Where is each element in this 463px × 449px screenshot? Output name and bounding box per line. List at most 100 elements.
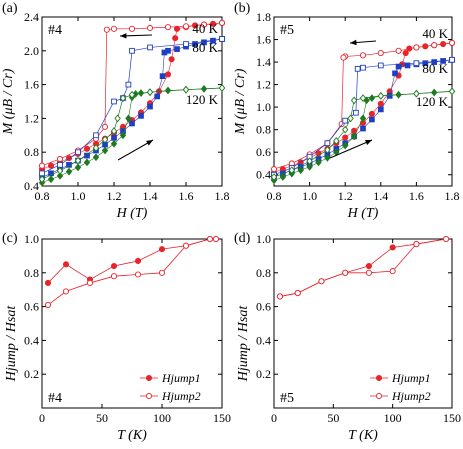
data-point-down [449, 56, 455, 63]
legend-label: Hjump2 [391, 389, 431, 403]
panel-label: (d) [234, 231, 251, 246]
data-point-down [75, 149, 81, 156]
x-tick-label: 1.4 [143, 189, 158, 203]
x-tick-label: 1.6 [179, 189, 194, 203]
data-point-down [74, 156, 82, 165]
x-tick-label: 1.0 [302, 189, 317, 203]
data-point-down [114, 114, 121, 123]
data-point [206, 235, 214, 243]
y-tick-label: 0.8 [256, 266, 271, 280]
data-point-up [377, 106, 384, 113]
data-point-up [201, 39, 207, 46]
data-point-down [270, 166, 278, 173]
data-point-up [173, 25, 181, 32]
y-tick-label: 0.8 [24, 145, 39, 159]
data-point-up [402, 50, 409, 57]
data-point [44, 279, 52, 286]
data-point-down [354, 65, 361, 72]
data-point-down [218, 19, 226, 26]
y-tick-label: 1.0 [24, 232, 39, 246]
data-point-up [172, 35, 179, 42]
data-point-down [413, 44, 420, 51]
data-point-down [353, 109, 359, 116]
data-point-up [137, 89, 145, 97]
x-tick-label: 1.8 [215, 189, 230, 203]
data-point-up [154, 93, 161, 100]
data-point-up [129, 120, 135, 127]
legend-marker [145, 374, 153, 382]
x-tick-label: 0 [39, 411, 45, 425]
data-point-up [342, 134, 349, 141]
data-point-down [324, 146, 331, 154]
data-point-up [395, 63, 402, 70]
x-tick-label: 1.4 [373, 189, 388, 203]
x-tick-label: 100 [384, 411, 402, 425]
data-point-up [110, 139, 118, 148]
data-point-up [138, 113, 144, 119]
data-point-down [182, 23, 190, 30]
data-point-down [377, 62, 384, 69]
y-axis-label: M (μB / Cr) [233, 68, 248, 135]
data-point-up [47, 162, 55, 169]
data-point-up [83, 158, 91, 167]
data-point-down [39, 170, 45, 177]
data-point-up [306, 162, 313, 171]
data-point-down [57, 162, 63, 168]
data-point-down [288, 166, 295, 175]
sample-label: #5 [280, 391, 294, 406]
legend-label: Hjump1 [391, 371, 431, 385]
data-point-up [164, 86, 172, 95]
data-point-down [110, 25, 118, 32]
panel-label: (b) [234, 1, 251, 16]
data-point-up [65, 167, 73, 176]
arrow-head [365, 140, 372, 146]
data-point-up [297, 166, 304, 175]
x-tick-label: 1.8 [445, 189, 460, 203]
data-point-down [324, 140, 331, 147]
y-tick-label: 0.2 [24, 367, 39, 381]
data-point-up [422, 60, 429, 67]
x-tick-label: 50 [327, 411, 339, 425]
data-point-down [182, 85, 190, 94]
data-point-up [368, 94, 376, 103]
x-tick-label: 1.0 [71, 189, 86, 203]
series-line [279, 238, 447, 297]
data-point [158, 269, 166, 276]
data-point-down [306, 157, 313, 166]
y-tick-label: 1.0 [256, 100, 271, 114]
series-line-down [273, 91, 453, 178]
data-point-down [342, 117, 349, 124]
data-point-down [147, 44, 153, 51]
data-point [413, 241, 420, 248]
x-axis-label: H (T) [116, 206, 148, 221]
x-axis-label: H (T) [347, 206, 379, 221]
arrow-head [120, 33, 127, 39]
data-point-down [218, 84, 226, 92]
series-temperature-label: 40 K [422, 26, 448, 41]
data-point-up [324, 153, 331, 162]
data-point [62, 261, 70, 268]
data-point [134, 271, 142, 278]
arrow-head [350, 39, 357, 46]
y-tick-label: 1.6 [24, 78, 39, 92]
data-point [86, 279, 94, 286]
data-point-down [413, 89, 420, 98]
x-tick-label: 100 [153, 411, 171, 425]
series-line [279, 238, 447, 297]
panel-label: (c) [2, 231, 18, 246]
data-point-down [359, 52, 367, 59]
data-point-down [129, 47, 135, 54]
series-line-down [41, 87, 223, 180]
y-tick-label: 0.6 [256, 145, 271, 159]
data-point-down [360, 64, 366, 71]
data-point-down [146, 24, 154, 32]
y-axis-label: Hjump / Hsat [4, 305, 19, 383]
sample-label: #4 [48, 23, 62, 38]
data-point-up [119, 131, 127, 140]
y-tick-label: 2.0 [24, 44, 39, 58]
data-point-down [448, 87, 456, 96]
data-point [182, 242, 190, 249]
y-tick-label: 0.6 [24, 300, 39, 314]
legend-label: Hjump1 [161, 371, 201, 385]
